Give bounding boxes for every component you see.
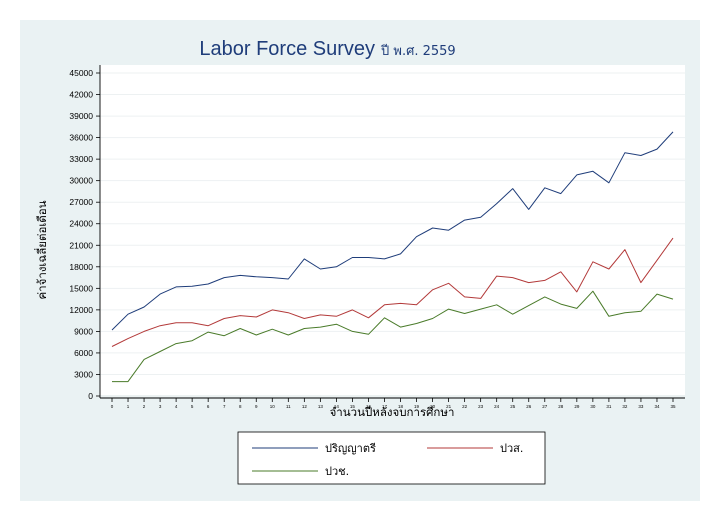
chart-subtitle: ปี พ.ศ. 2559 [380, 43, 456, 59]
x-tick-label: 13 [318, 404, 324, 409]
x-tick-label: 6 [207, 404, 210, 409]
x-tick-label: 15 [350, 404, 356, 409]
y-tick-label: 36000 [69, 133, 93, 143]
axes: 0300060009000120001500018000210002400027… [69, 65, 685, 409]
y-axis-label: ค่าจ้างเฉลี่ยต่อเดือน [34, 200, 49, 299]
y-tick-label: 6000 [74, 348, 93, 358]
chart-title: Labor Force Survey [199, 38, 375, 60]
x-tick-label: 3 [159, 404, 162, 409]
y-tick-label: 21000 [69, 240, 93, 250]
legend-label-high-vocational: ปวส. [500, 442, 523, 455]
y-tick-label: 24000 [69, 219, 93, 229]
x-tick-label: 29 [574, 404, 580, 409]
x-tick-label: 11 [286, 404, 291, 409]
x-tick-label: 34 [654, 404, 660, 409]
chart-svg: Labor Force Survey ปี พ.ศ. 2559 0 3000 600… [34, 38, 685, 485]
x-tick-label: 35 [670, 404, 676, 409]
x-tick-label: 7 [223, 404, 226, 409]
y-tick-label: 9000 [74, 326, 93, 336]
x-tick-label: 2 [143, 404, 146, 409]
legend-box [237, 431, 546, 485]
x-tick-label: 30 [590, 404, 596, 409]
y-tick-label: 15000 [69, 283, 93, 293]
x-tick-label: 32 [622, 404, 628, 409]
y-tick-label: 30000 [69, 176, 93, 186]
x-tick-label: 8 [239, 404, 242, 409]
y-tick-label: 27000 [69, 197, 93, 207]
x-tick-label: 26 [526, 404, 532, 409]
x-tick-label: 31 [606, 404, 612, 409]
x-axis-label: จำนวนปีหลังจบการศึกษา [330, 405, 455, 419]
x-tick-label: 21 [446, 404, 452, 409]
x-tick-label: 20 [430, 404, 436, 409]
y-tick-label: 42000 [69, 90, 93, 100]
x-tick-label: 1 [127, 404, 130, 409]
series-line-bachelor [111, 131, 674, 331]
legend: ปริญญาตรี ปวส. ปวช. [237, 431, 546, 485]
x-tick-label: 27 [542, 404, 548, 409]
x-tick-label: 28 [558, 404, 564, 409]
x-tick-label: 24 [494, 404, 500, 409]
x-tick-label: 12 [302, 404, 308, 409]
x-tick-label: 5 [191, 404, 194, 409]
y-tick-label: 0 [88, 391, 93, 401]
legend-label-bachelor: ปริญญาตรี [325, 442, 376, 455]
x-tick-label: 0 [111, 404, 114, 409]
x-tick-label: 22 [462, 404, 468, 409]
y-tick-label: 12000 [69, 305, 93, 315]
x-tick-label: 16 [366, 404, 372, 409]
series-line-vocational [112, 290, 674, 383]
x-tick-label: 4 [175, 404, 178, 409]
y-tick-label: 33000 [69, 154, 93, 164]
plot-area [100, 65, 685, 395]
x-tick-label: 33 [638, 404, 644, 409]
y-tick-label: 45000 [69, 68, 93, 78]
chart-frame: Labor Force Survey ปี พ.ศ. 2559 0 3000 600… [20, 20, 700, 501]
x-tick-label: 9 [255, 404, 258, 409]
legend-label-vocational: ปวช. [325, 465, 349, 478]
y-tick-label: 3000 [74, 369, 93, 379]
x-tick-label: 18 [398, 404, 404, 409]
x-tick-label: 14 [334, 404, 340, 409]
x-tick-label: 23 [478, 404, 484, 409]
y-tick-label: 18000 [69, 262, 93, 272]
grid-lines [100, 72, 685, 397]
x-tick-label: 19 [414, 404, 420, 409]
series-lines [111, 131, 674, 383]
series-line-high-vocational [111, 237, 674, 347]
y-tick-label: 39000 [69, 111, 93, 121]
x-tick-label: 25 [510, 404, 516, 409]
x-tick-label: 17 [382, 404, 388, 409]
x-tick-label: 10 [270, 404, 276, 409]
